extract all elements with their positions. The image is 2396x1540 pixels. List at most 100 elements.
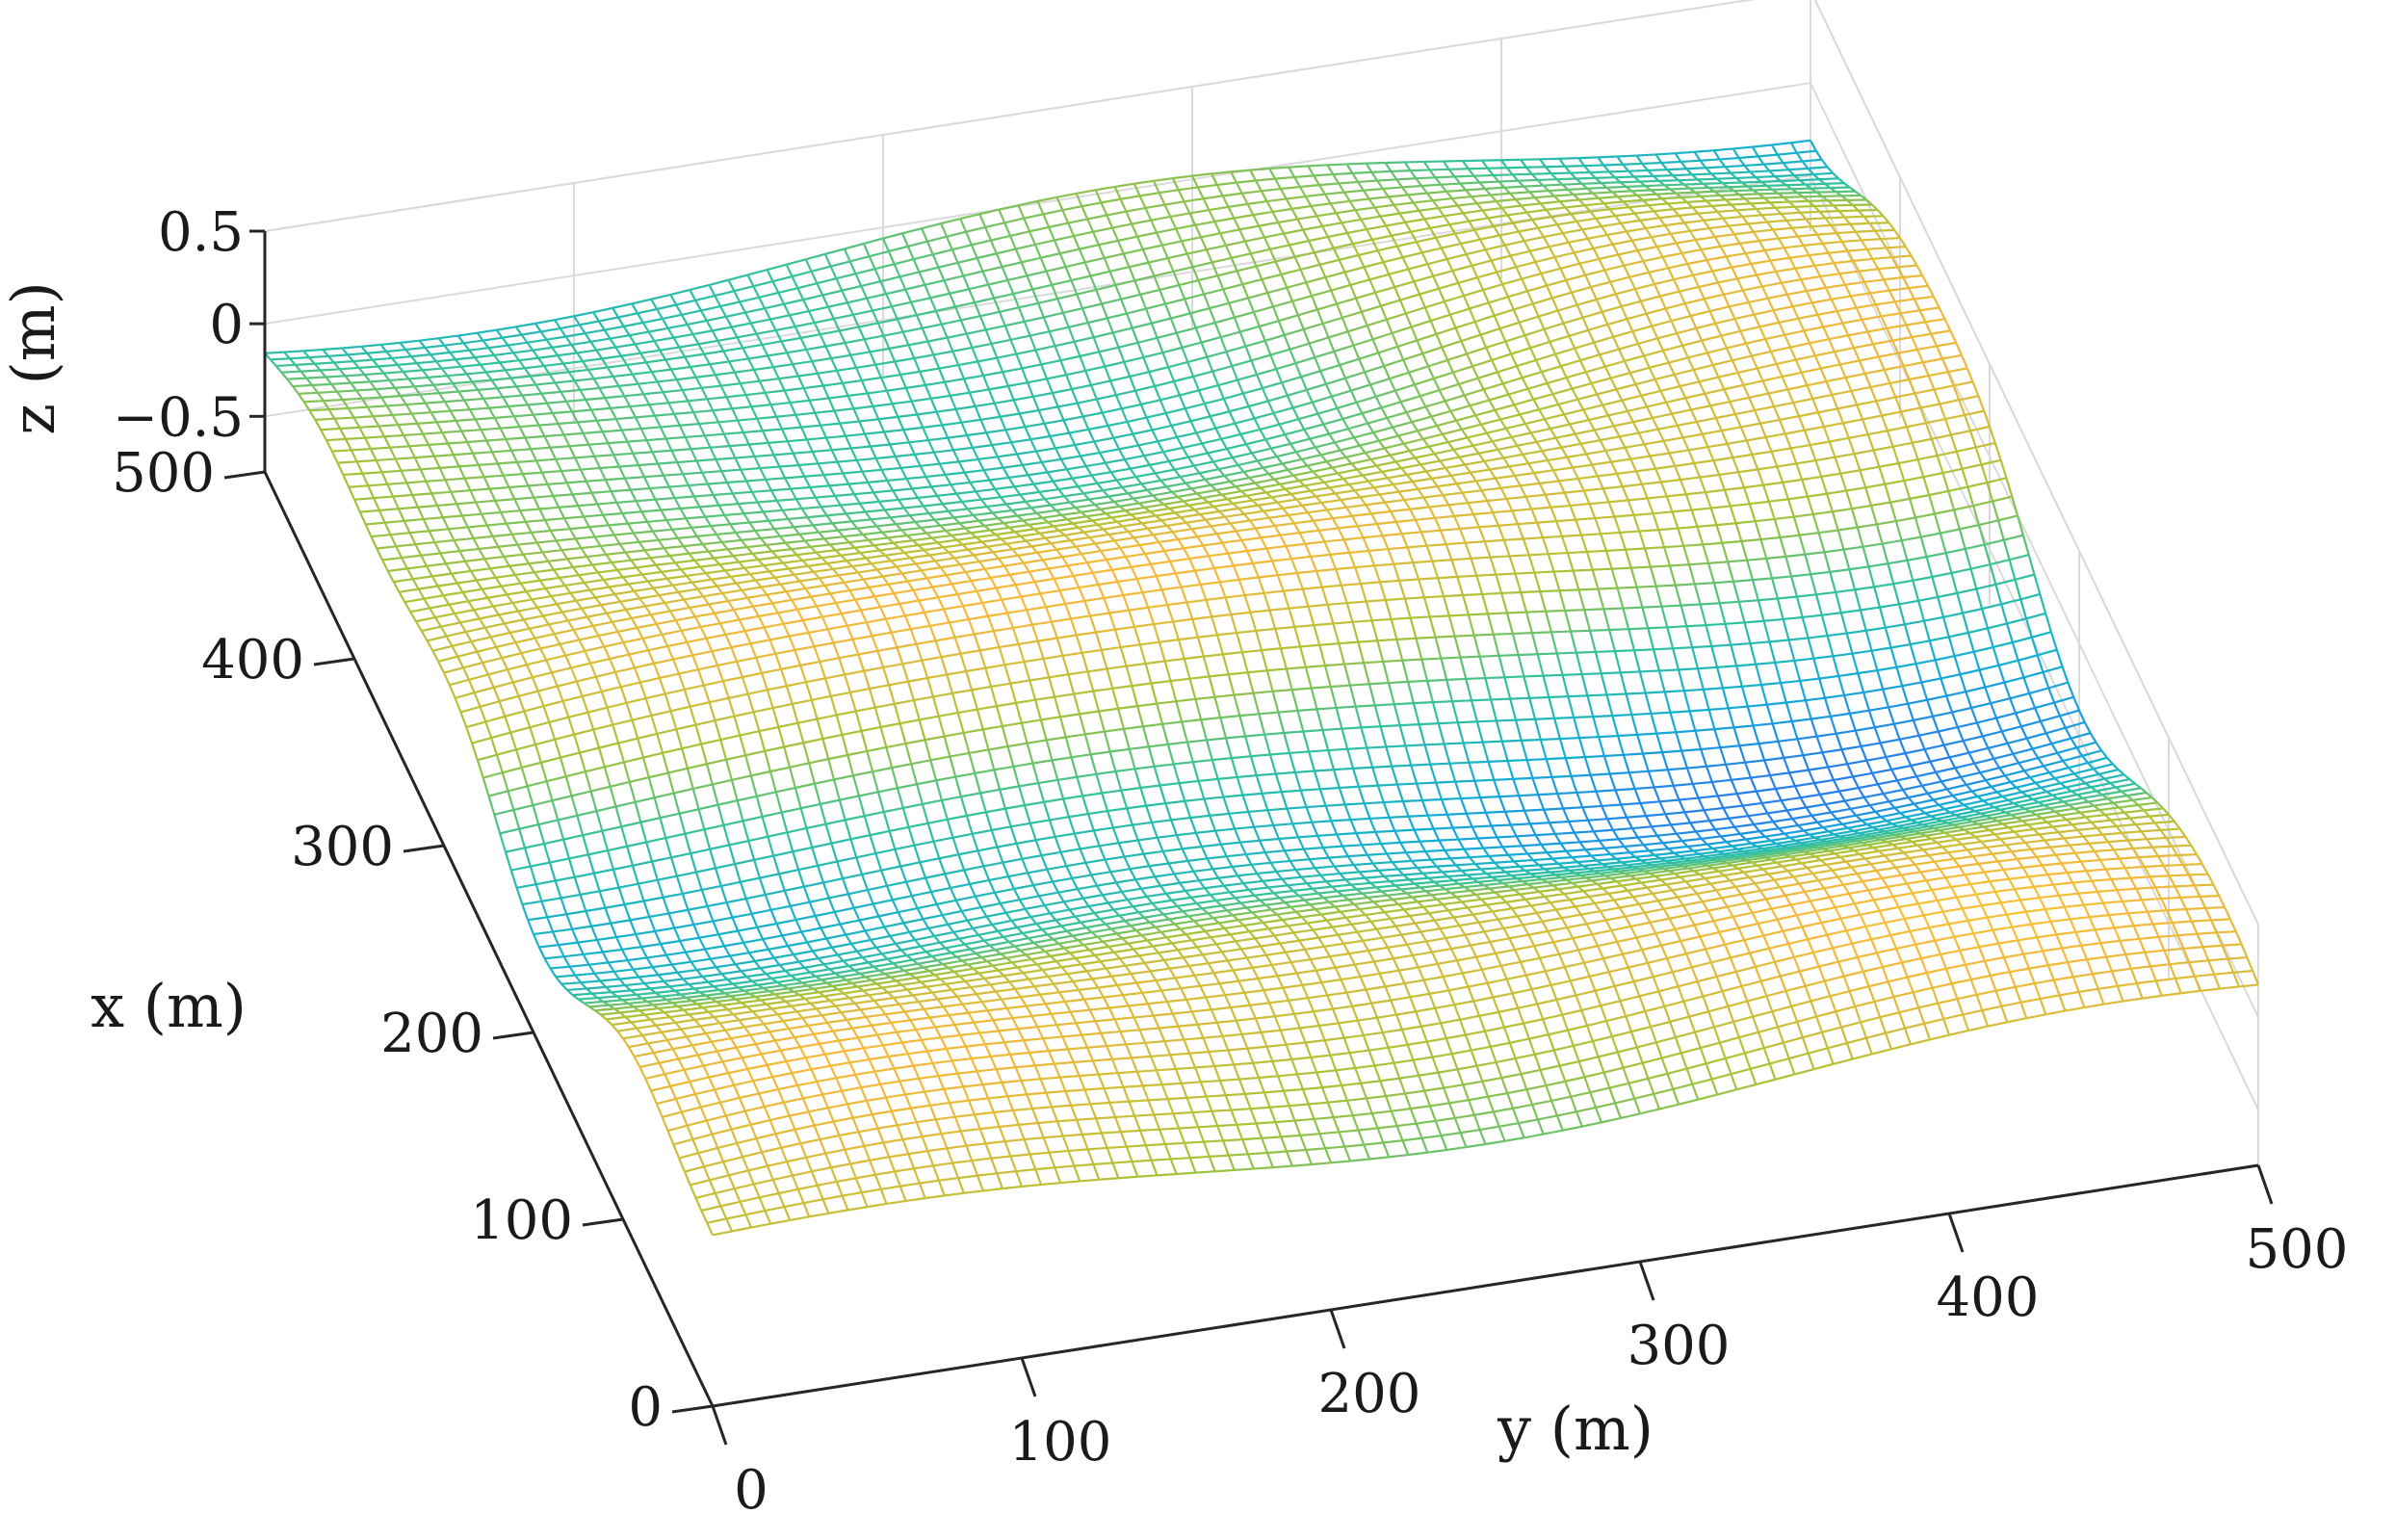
mesh-line	[880, 469, 889, 482]
mesh-line	[1457, 202, 1477, 207]
mesh-line	[432, 384, 441, 394]
mesh-line	[393, 493, 413, 498]
mesh-line	[1498, 444, 1518, 451]
mesh-line	[1559, 198, 1579, 203]
mesh-line	[700, 304, 721, 312]
mesh-line	[1919, 403, 1940, 409]
mesh-line	[1102, 489, 1109, 498]
mesh-line	[1861, 238, 1882, 242]
mesh-line	[656, 303, 677, 311]
mesh-line	[1245, 339, 1265, 348]
mesh-line	[423, 431, 443, 435]
mesh-line	[483, 474, 504, 479]
mesh-line	[1759, 321, 1780, 328]
mesh-line	[1427, 446, 1436, 455]
mesh-line	[1003, 325, 1012, 341]
mesh-line	[1349, 278, 1370, 286]
mesh-line	[1745, 248, 1765, 255]
mesh-line	[416, 362, 424, 372]
mesh-line	[1327, 337, 1336, 352]
mesh-line	[608, 440, 628, 445]
mesh-line	[794, 326, 802, 339]
mesh-line	[450, 573, 458, 585]
mesh-line	[1211, 262, 1219, 276]
mesh-line	[1725, 347, 1733, 361]
mesh-line	[749, 519, 769, 524]
mesh-line	[612, 534, 621, 545]
mesh-line	[807, 514, 827, 519]
mesh-line	[730, 572, 750, 578]
mesh-line	[1862, 414, 1883, 421]
mesh-line	[1180, 240, 1188, 255]
mesh-line	[1131, 223, 1139, 238]
mesh-line	[1651, 232, 1672, 239]
mesh-line	[1428, 441, 1448, 448]
mesh-line	[758, 556, 778, 561]
mesh-line	[668, 400, 689, 405]
mesh-line	[1084, 465, 1093, 477]
mesh-line	[1472, 440, 1493, 447]
mesh-line	[1529, 246, 1550, 252]
mesh-line	[1000, 412, 1020, 418]
mesh-line	[729, 523, 737, 534]
mesh-line	[509, 627, 530, 635]
mesh-line	[782, 559, 803, 564]
mesh-line	[1409, 445, 1429, 453]
mesh-line	[914, 353, 934, 360]
mesh-line	[1588, 414, 1609, 422]
mesh-line	[1283, 334, 1291, 351]
mesh-line	[551, 591, 571, 598]
mesh-line	[568, 528, 577, 539]
mesh-line	[697, 423, 706, 436]
mesh-line	[1694, 239, 1703, 250]
mesh-line	[1817, 309, 1837, 316]
mesh-line	[1230, 170, 1237, 184]
mesh-line	[406, 564, 428, 570]
mesh-line	[864, 431, 885, 435]
mesh-line	[1589, 211, 1598, 220]
mesh-line	[930, 485, 938, 497]
mesh-line	[1109, 266, 1130, 273]
mesh-line	[494, 500, 503, 513]
mesh-line	[1463, 209, 1483, 215]
mesh-line	[1535, 441, 1544, 452]
mesh-line	[1654, 283, 1661, 298]
mesh-line	[652, 449, 672, 454]
mesh-line	[641, 322, 650, 333]
mesh-line	[1438, 389, 1446, 402]
mesh-line	[1038, 405, 1058, 412]
mesh-line	[1240, 193, 1249, 205]
mesh-line	[1653, 174, 1673, 177]
mesh-line	[1509, 191, 1530, 195]
mesh-line	[1346, 330, 1355, 347]
mesh-line	[1170, 425, 1179, 438]
mesh-line	[1634, 210, 1654, 215]
mesh-line	[385, 405, 394, 416]
mesh-line	[1474, 314, 1496, 324]
mesh-line	[705, 572, 713, 581]
mesh-line	[1012, 293, 1021, 308]
mesh-line	[612, 302, 633, 309]
mesh-line	[691, 333, 700, 345]
mesh-line	[1387, 477, 1394, 485]
mesh-line	[1430, 409, 1451, 418]
mesh-line	[829, 266, 838, 279]
mesh-line	[274, 365, 283, 374]
mesh-line	[1419, 389, 1441, 398]
mesh-line	[1247, 291, 1268, 300]
mesh-line	[1237, 265, 1257, 273]
mesh-line	[1436, 419, 1457, 428]
mesh-line	[741, 536, 761, 541]
mesh-line	[1579, 443, 1588, 455]
mesh-line	[308, 409, 317, 421]
mesh-line	[843, 248, 851, 262]
mesh-line	[1539, 202, 1548, 211]
mesh-line	[468, 350, 476, 358]
mesh-line	[1487, 217, 1496, 227]
mesh-line	[636, 566, 643, 576]
mesh-line	[1386, 417, 1394, 429]
mesh-line	[1706, 166, 1726, 170]
mesh-line	[1460, 340, 1469, 354]
mesh-line	[533, 411, 553, 416]
mesh-line	[1111, 222, 1133, 229]
